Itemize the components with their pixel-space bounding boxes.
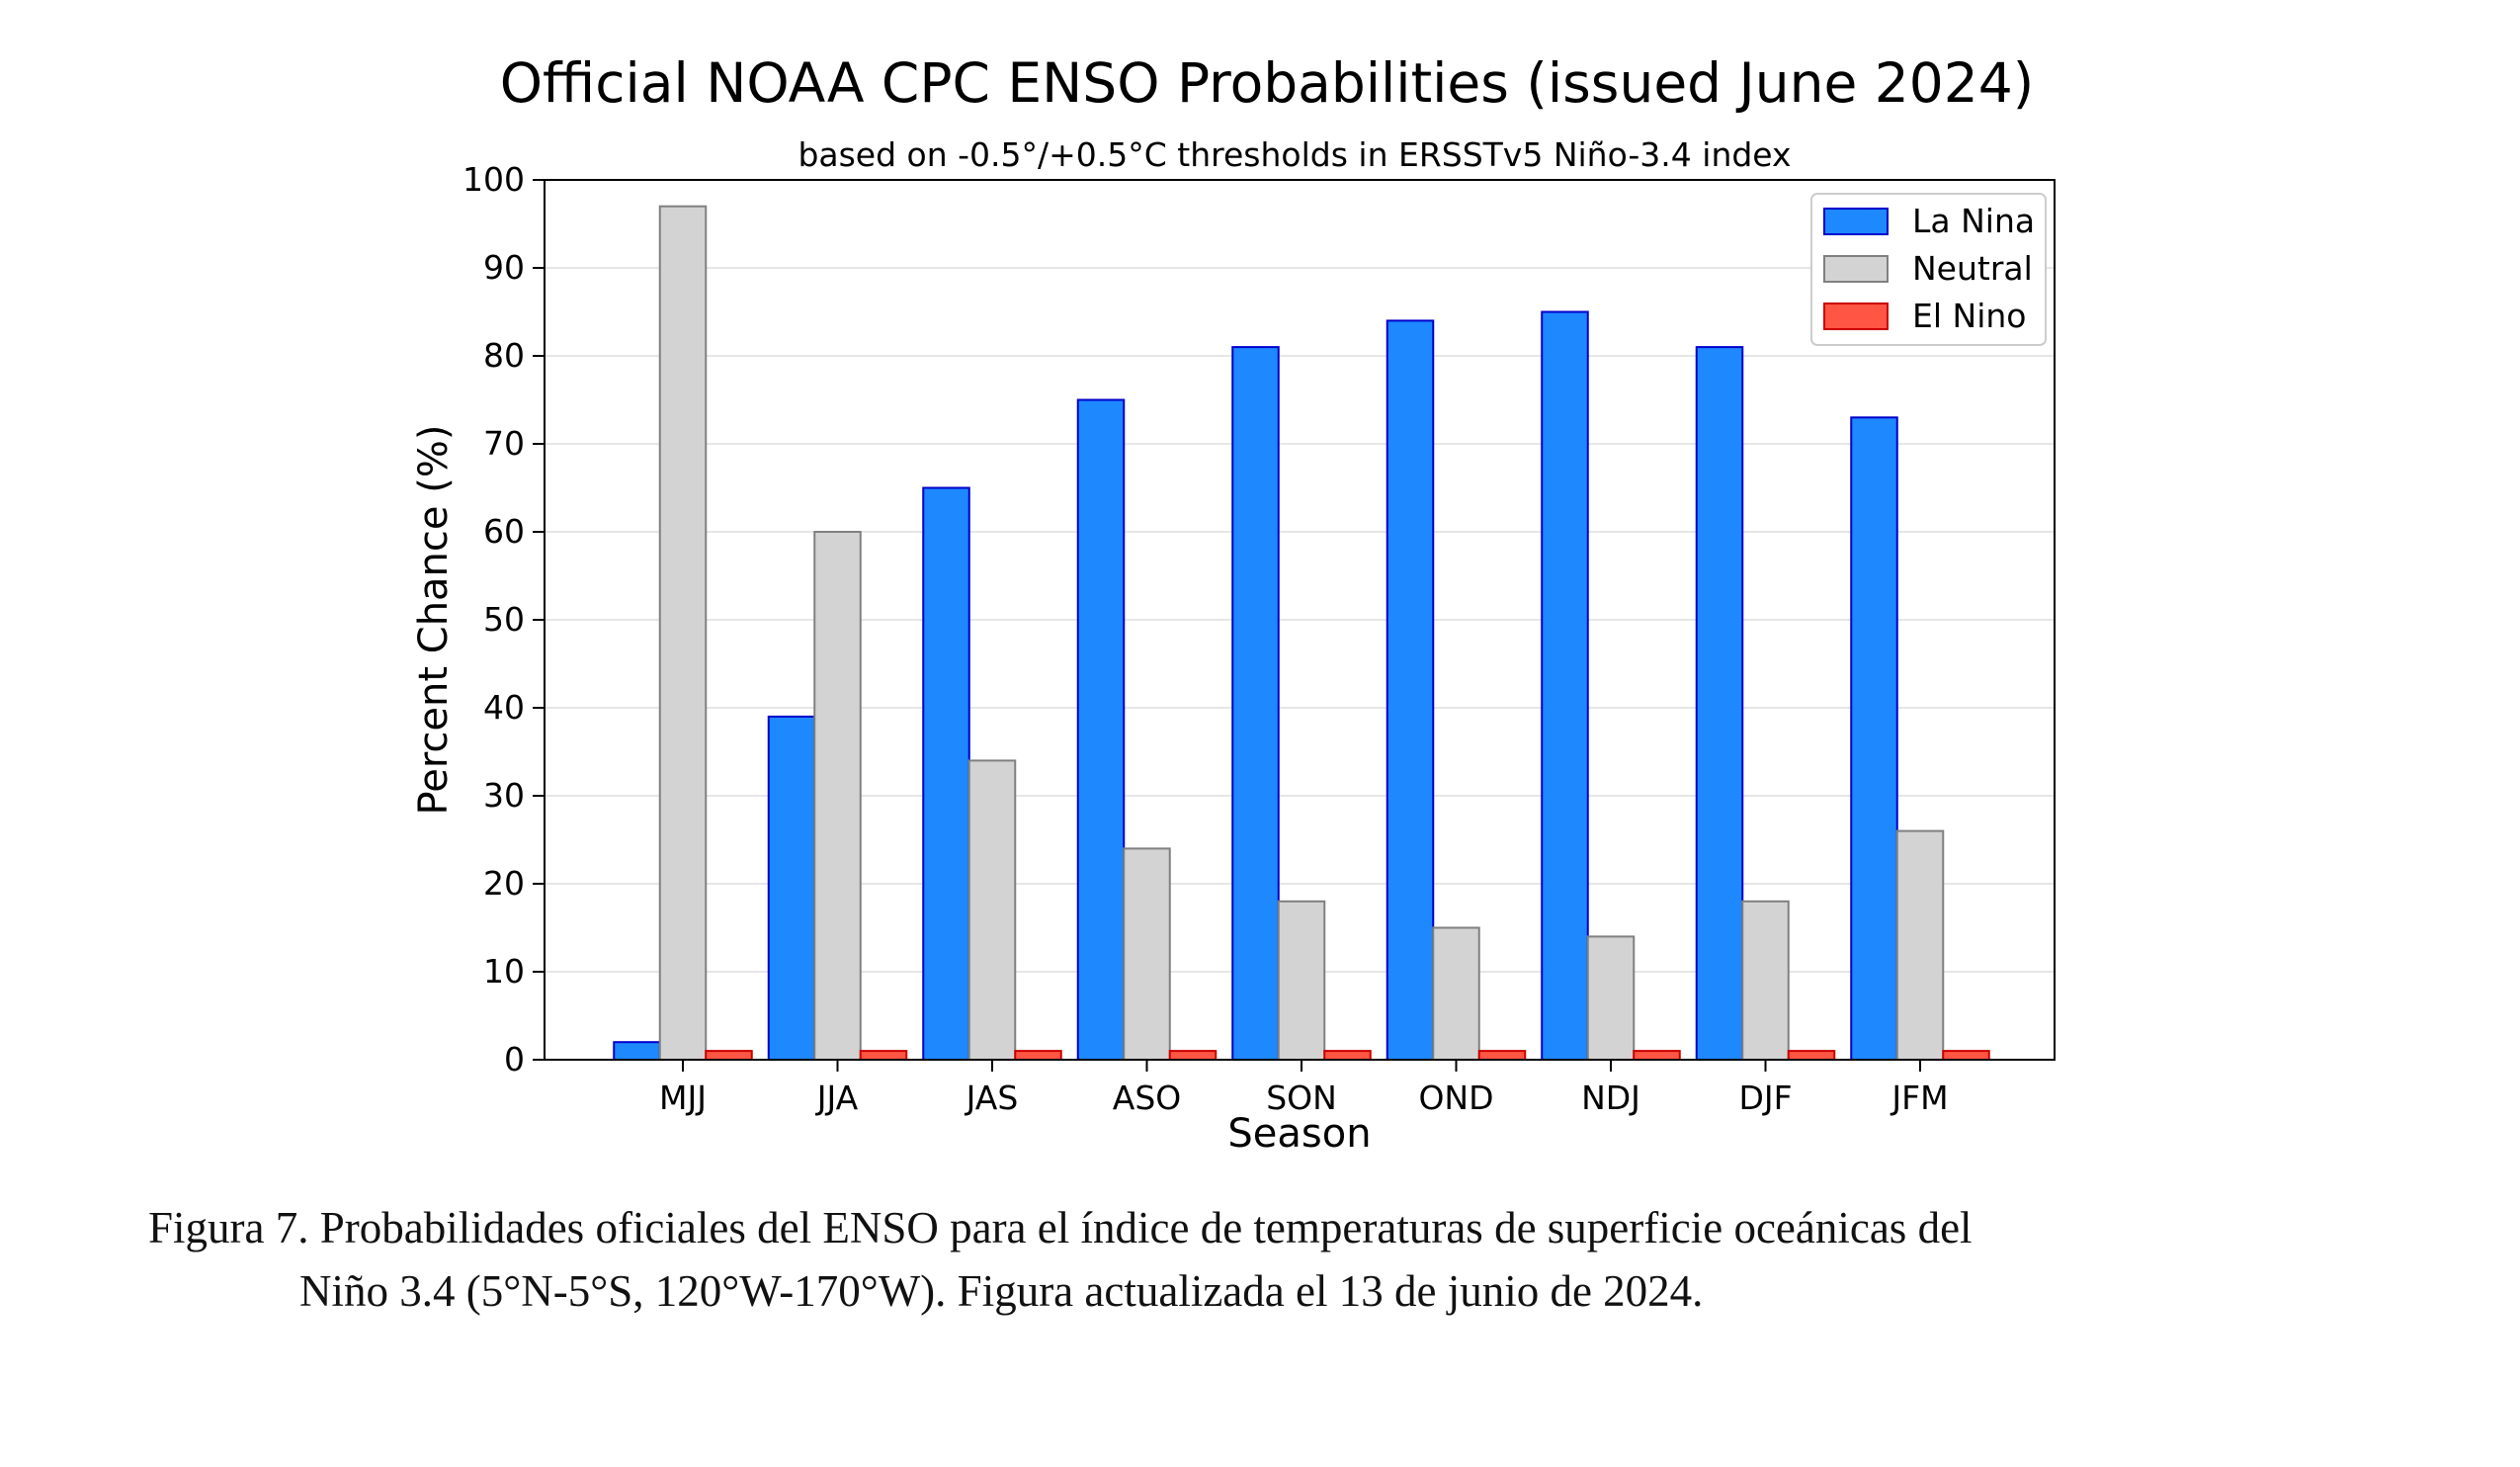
x-tick-label: OND (1418, 1079, 1493, 1117)
y-tick-label: 50 (483, 600, 525, 639)
x-tick-label: JFM (1890, 1079, 1948, 1117)
legend-swatch (1823, 302, 1889, 330)
bar-neutral (1741, 900, 1790, 1061)
bar-neutral (967, 759, 1017, 1062)
caption-line-1: Figura 7. Probabilidades oficiales del E… (148, 1203, 1973, 1252)
bar-neutral (1586, 935, 1636, 1062)
bar-la-nina (1386, 319, 1435, 1061)
bar-el-nino (1942, 1050, 1990, 1061)
bar-el-nino (1014, 1050, 1062, 1061)
bar-neutral (658, 205, 708, 1061)
legend-swatch (1823, 208, 1889, 235)
bar-el-nino (1633, 1050, 1681, 1061)
x-tick-label: ASO (1113, 1079, 1182, 1117)
enso-probability-chart: Official NOAA CPC ENSO Probabilities (is… (411, 51, 2056, 1157)
bar-la-nina (1076, 398, 1126, 1061)
y-tick-label: 40 (483, 688, 525, 727)
y-tick-label: 100 (462, 160, 525, 199)
bar-el-nino (1168, 1050, 1218, 1061)
y-tick-label: 90 (483, 248, 525, 287)
y-tick-label: 10 (483, 952, 525, 991)
x-axis: MJJ JJA JAS ASO SON OND NDJ DJF JFM (659, 1060, 1949, 1117)
bar-el-nino (1787, 1050, 1836, 1061)
bar-el-nino (1323, 1050, 1372, 1061)
legend-label: El Nino (1912, 297, 2026, 335)
bar-neutral (1123, 847, 1171, 1062)
x-axis-label: Season (1227, 1111, 1371, 1157)
y-tick-label: 60 (483, 512, 525, 551)
y-axis: 0 10 20 30 40 50 60 70 80 90 100 (462, 160, 545, 1079)
bar-neutral (1277, 900, 1326, 1061)
legend: La Nina Neutral El Nino (1810, 193, 2047, 346)
legend-swatch (1823, 255, 1889, 283)
bar-la-nina (1850, 416, 1898, 1061)
bar-neutral (1432, 926, 1480, 1061)
y-axis-label: Percent Chance (%) (411, 425, 457, 816)
y-tick-label: 20 (483, 864, 525, 903)
bar-el-nino (705, 1050, 753, 1061)
x-tick-label: NDJ (1581, 1079, 1640, 1117)
caption-line-2: Niño 3.4 (5°N-5°S, 120°W-170°W). Figura … (299, 1266, 1704, 1316)
bar-el-nino (1477, 1050, 1527, 1061)
bar-la-nina (922, 486, 970, 1061)
x-tick-label: SON (1266, 1079, 1337, 1117)
bar-neutral (1895, 829, 1945, 1061)
x-tick-label: DJF (1738, 1079, 1792, 1117)
figure-caption: Figura 7. Probabilidades oficiales del E… (148, 1196, 2421, 1323)
y-tick-label: 0 (504, 1040, 525, 1079)
bar-la-nina (1231, 346, 1280, 1062)
legend-label: La Nina (1912, 202, 2035, 240)
x-tick-label: MJJ (659, 1079, 707, 1117)
bar-el-nino (859, 1050, 908, 1061)
y-tick-label: 80 (483, 336, 525, 375)
legend-label: Neutral (1912, 249, 2033, 288)
bar-la-nina (1695, 346, 1744, 1062)
y-tick-label: 30 (483, 776, 525, 815)
bar-neutral (813, 531, 862, 1061)
chart-title: Official NOAA CPC ENSO Probabilities (is… (500, 51, 2035, 115)
bar-la-nina (1541, 310, 1589, 1061)
bar-la-nina (767, 715, 816, 1062)
y-tick-label: 70 (483, 424, 525, 463)
bars (613, 205, 1990, 1062)
x-tick-label: JAS (965, 1079, 1019, 1117)
chart-subtitle: based on -0.5°/+0.5°C thresholds in ERSS… (798, 135, 1791, 174)
x-tick-label: JJA (815, 1079, 859, 1117)
bar-la-nina (613, 1041, 661, 1061)
